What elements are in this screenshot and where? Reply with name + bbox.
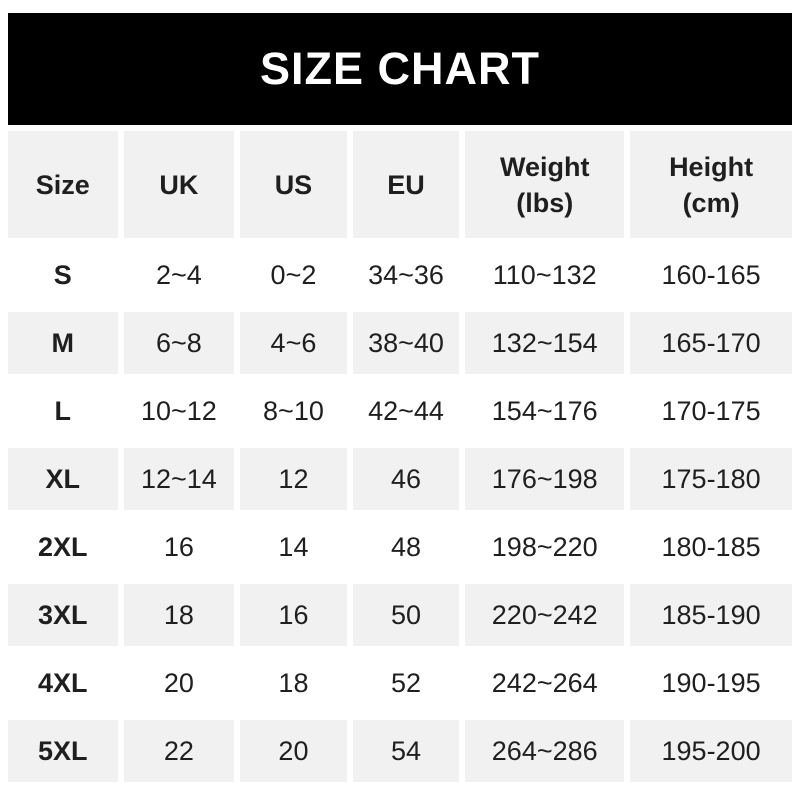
table-row-s: S 2~4 0~2 34~36 110~132 160-165 (8, 244, 792, 306)
cell-eu: 52 (390, 668, 422, 698)
cell-uk: 16 (163, 532, 194, 562)
cell-height: 165-170 (630, 312, 792, 374)
cell-eu: 42~44 (368, 396, 444, 426)
column-header-weight: Weight (lbs) (465, 131, 625, 238)
cell-weight: 264~286 (465, 720, 625, 782)
cell-weight: 132~154 (465, 312, 625, 374)
cell-uk: 22 (123, 720, 235, 782)
table-row-5xl: 5XL 22 20 54 264~286 195-200 (8, 720, 792, 782)
cell-uk: 12~14 (123, 448, 235, 510)
cell-height: 160-165 (661, 260, 761, 290)
cell-eu: 50 (352, 584, 460, 646)
cell-weight: 176~198 (465, 448, 625, 510)
cell-height: 180-185 (661, 532, 761, 562)
cell-size: XL (8, 448, 118, 510)
cell-eu: 46 (352, 448, 460, 510)
cell-us: 0~2 (270, 260, 317, 290)
banner-title: SIZE CHART (260, 43, 540, 94)
cell-us: 18 (278, 668, 309, 698)
cell-height: 195-200 (630, 720, 792, 782)
cell-size: 3XL (8, 584, 118, 646)
cell-size: 2XL (38, 532, 88, 562)
table-row-3xl: 3XL 18 16 50 220~242 185-190 (8, 584, 792, 646)
cell-uk: 20 (163, 668, 194, 698)
table-header-row: Size UK US EU Weight (lbs) Height (cm) (8, 131, 792, 238)
column-header-height: Height (cm) (630, 131, 792, 238)
cell-weight: 110~132 (492, 260, 597, 290)
table-row-2xl: 2XL 16 14 48 198~220 180-185 (8, 516, 792, 578)
cell-eu: 34~36 (368, 260, 444, 290)
column-header-eu: EU (352, 131, 460, 238)
cell-us: 12 (240, 448, 347, 510)
cell-size: 5XL (8, 720, 118, 782)
cell-us: 20 (240, 720, 347, 782)
table-row-4xl: 4XL 20 18 52 242~264 190-195 (8, 652, 792, 714)
cell-size: M (8, 312, 118, 374)
cell-height: 190-195 (661, 668, 761, 698)
column-header-size: Size (8, 131, 118, 238)
cell-us: 4~6 (240, 312, 347, 374)
table-row-l: L 10~12 8~10 42~44 154~176 170-175 (8, 380, 792, 442)
cell-uk: 10~12 (140, 396, 217, 426)
cell-eu: 54 (352, 720, 460, 782)
column-header-us: US (240, 131, 347, 238)
cell-weight: 154~176 (491, 396, 598, 426)
cell-eu: 48 (390, 532, 422, 562)
cell-weight: 242~264 (491, 668, 598, 698)
cell-weight: 220~242 (465, 584, 625, 646)
cell-height: 175-180 (630, 448, 792, 510)
cell-uk: 2~4 (155, 260, 202, 290)
cell-weight: 198~220 (491, 532, 598, 562)
table-row-m: M 6~8 4~6 38~40 132~154 165-170 (8, 312, 792, 374)
cell-size: 4XL (38, 668, 88, 698)
cell-uk: 18 (123, 584, 235, 646)
column-header-uk: UK (123, 131, 235, 238)
cell-us: 14 (278, 532, 309, 562)
cell-height: 170-175 (661, 396, 761, 426)
size-chart-banner: SIZE CHART (8, 13, 792, 125)
cell-size: L (54, 396, 72, 426)
cell-eu: 38~40 (352, 312, 460, 374)
table-row-xl: XL 12~14 12 46 176~198 175-180 (8, 448, 792, 510)
cell-us: 8~10 (263, 396, 324, 426)
cell-us: 16 (240, 584, 347, 646)
cell-uk: 6~8 (123, 312, 235, 374)
cell-size: S (53, 260, 72, 290)
cell-height: 185-190 (630, 584, 792, 646)
